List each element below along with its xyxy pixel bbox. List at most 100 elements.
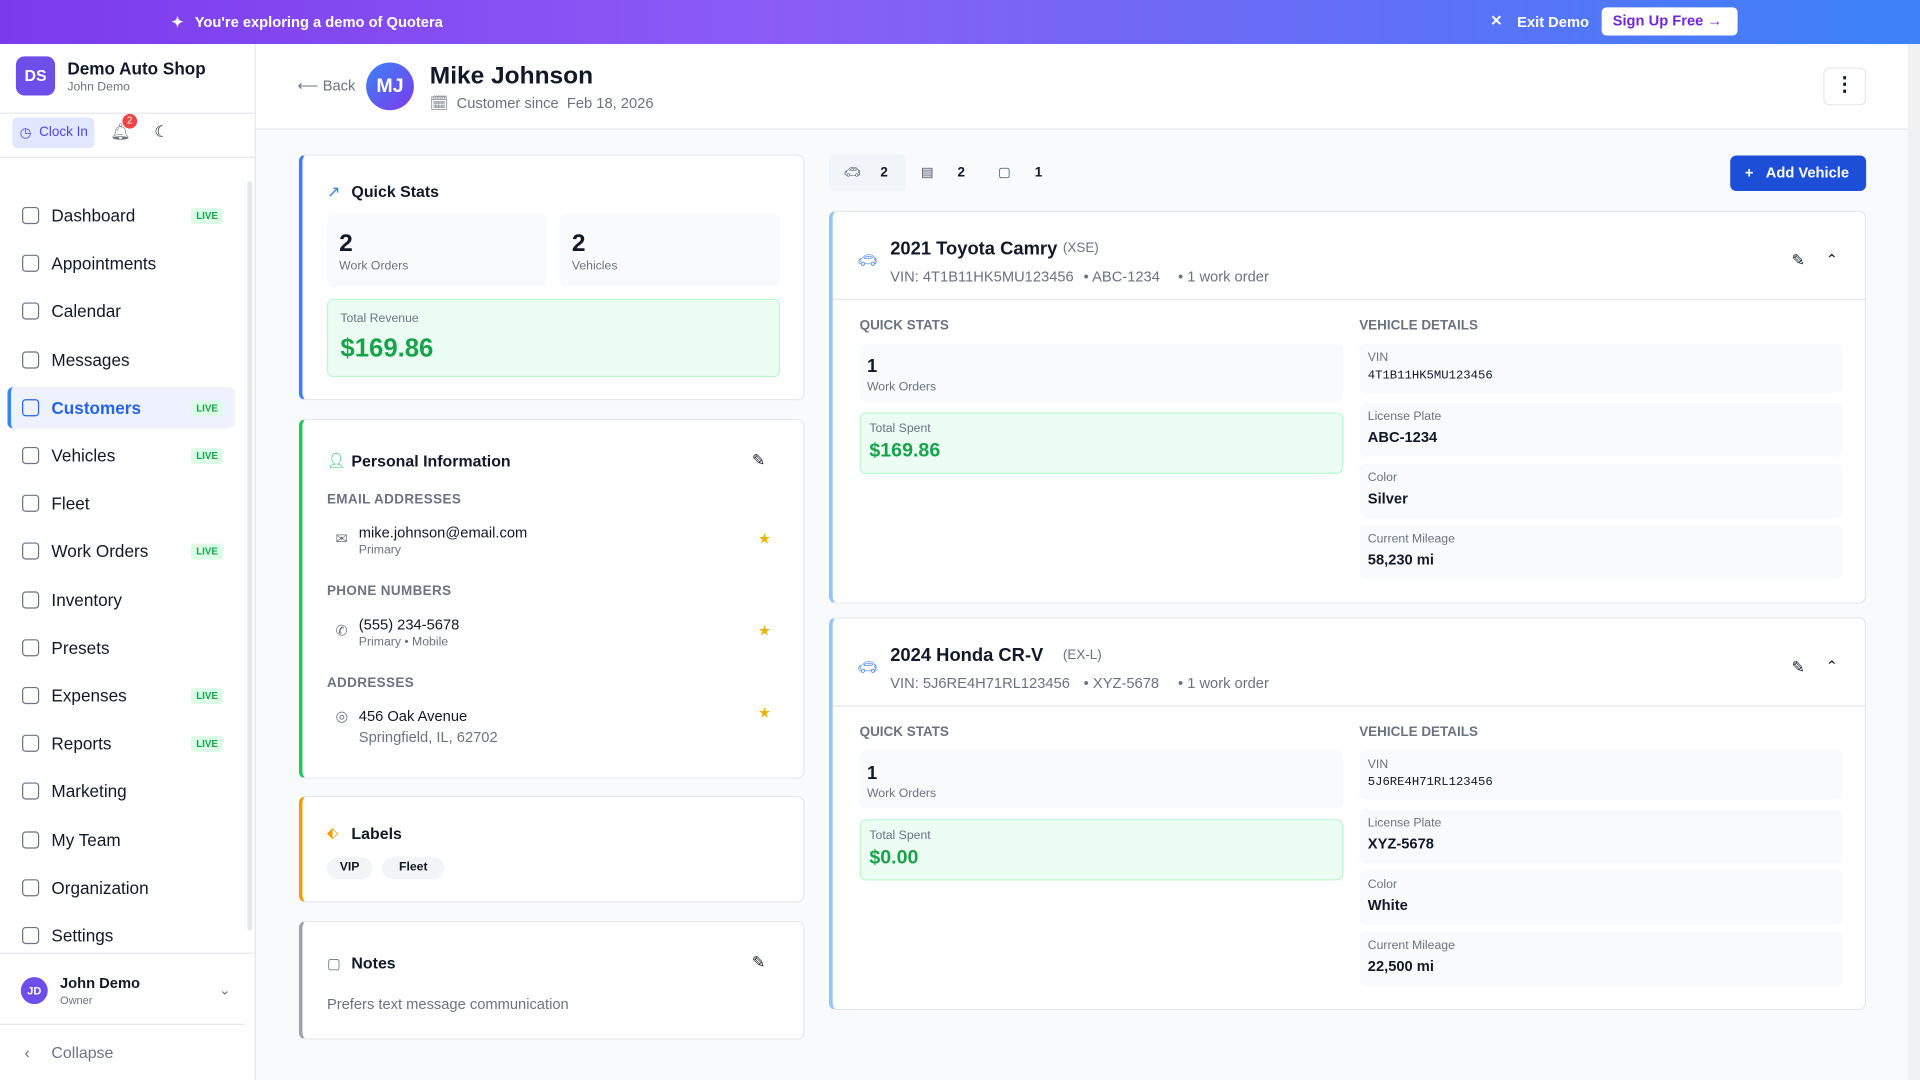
edit-button[interactable]: ✎ xyxy=(1791,251,1805,270)
detail-label: License Plate xyxy=(1367,816,1442,831)
nav-item[interactable]: Calendar xyxy=(7,291,235,333)
nav-icon xyxy=(22,302,40,321)
nav-item[interactable]: Fleet xyxy=(7,483,235,525)
nav-item[interactable]: My Team xyxy=(7,819,235,861)
divider xyxy=(832,705,1867,707)
sign-up-button[interactable]: Sign Up Free → xyxy=(1601,7,1738,36)
stat-label: Work Orders xyxy=(866,380,937,395)
tab-icon: ▢ xyxy=(997,165,1011,181)
back-link[interactable]: ⟵ Back xyxy=(297,77,356,95)
phone: (555) 234-5678 xyxy=(358,615,460,634)
nav-item[interactable]: Inventory xyxy=(7,579,235,621)
shop-avatar: DS xyxy=(15,56,56,96)
nav-item[interactable]: Work Orders LIVE xyxy=(7,531,235,573)
live-badge: LIVE xyxy=(191,688,223,705)
detail-box: VIN 5J6RE4H71RL123456 xyxy=(1359,750,1843,800)
nav-icon xyxy=(22,254,40,273)
label-chip: VIP xyxy=(326,857,373,880)
section-heading: QUICK STATS xyxy=(859,724,949,740)
detail-box: Current Mileage 58,230 mi xyxy=(1359,525,1843,580)
since-date: Feb 18, 2026 xyxy=(566,94,654,112)
spent-label: Total Spent xyxy=(869,422,931,436)
note-icon: ▢ xyxy=(326,955,341,973)
nav-icon xyxy=(22,542,40,561)
collapse-toggle[interactable]: ⌃ xyxy=(1825,251,1839,269)
nav-item[interactable]: Vehicles LIVE xyxy=(7,435,235,477)
more-menu[interactable]: ⋮ xyxy=(1823,67,1867,106)
vehicle-trim: (XSE) xyxy=(1062,241,1099,256)
quick-stats-card: ↗ Quick Stats 2 Work Orders 2 Vehicles T… xyxy=(298,154,805,401)
nav-label: Organization xyxy=(51,877,149,898)
collapse-toggle[interactable]: ⌃ xyxy=(1825,657,1839,675)
detail-value: XYZ-5678 xyxy=(1367,835,1434,853)
live-badge: LIVE xyxy=(191,544,223,561)
scrollbar xyxy=(247,181,253,931)
divider xyxy=(0,952,255,954)
stat-label: Work Orders xyxy=(866,787,937,801)
customer-name: Mike Johnson xyxy=(429,62,594,90)
page-header: ⟵ Back MJ Mike Johnson 🗓︎ Customer since… xyxy=(255,44,1908,130)
spent-box: Total Spent $0.00 xyxy=(859,819,1344,881)
nav-item[interactable]: Settings xyxy=(7,915,235,957)
personal-card: 👤︎ Personal Information ✎ EMAIL ADDRESSE… xyxy=(298,418,805,779)
detail-value: 5J6RE4H71RL123456 xyxy=(1367,776,1493,790)
edit-button[interactable]: ✎ xyxy=(751,952,766,972)
edit-button[interactable]: ✎ xyxy=(751,450,766,469)
spent-label: Total Spent xyxy=(869,828,931,843)
edit-button[interactable]: ✎ xyxy=(1791,657,1805,676)
labels-card: ⬖ Labels VIP Fleet xyxy=(298,795,805,903)
detail-value: Silver xyxy=(1367,489,1408,507)
exit-demo[interactable]: Exit Demo xyxy=(1517,13,1590,31)
clock-icon: ◷ xyxy=(19,126,32,141)
add-vehicle-button[interactable]: + Add Vehicle xyxy=(1730,155,1867,192)
detail-label: Current Mileage xyxy=(1367,939,1455,953)
tab-bar: 🚗︎ 2 ▤ 2 ▢ 1 xyxy=(828,154,1062,192)
section-heading: VEHICLE DETAILS xyxy=(1359,318,1478,334)
collapse-label[interactable]: Collapse xyxy=(51,1043,114,1062)
detail-label: License Plate xyxy=(1367,410,1442,424)
detail-box: Current Mileage 22,500 mi xyxy=(1359,931,1843,986)
trend-icon: ↗ xyxy=(326,182,341,201)
nav-item[interactable]: Reports LIVE xyxy=(7,723,235,765)
live-badge: LIVE xyxy=(191,400,223,417)
nav-item[interactable]: Appointments xyxy=(7,243,235,285)
nav-icon xyxy=(22,638,40,657)
orders-line: • 1 work order xyxy=(1177,674,1269,692)
notes-card: ▢ Notes ✎ Prefers text message communica… xyxy=(298,920,805,1040)
nav-item[interactable]: Expenses LIVE xyxy=(7,675,235,717)
stat-box: 1 Work Orders xyxy=(859,750,1344,809)
profile-role: Owner xyxy=(60,994,93,1007)
nav-item[interactable]: Messages xyxy=(7,339,235,381)
address-line: Springfield, IL, 62702 xyxy=(358,728,498,746)
nav-item[interactable]: Presets xyxy=(7,627,235,669)
profile-name: John Demo xyxy=(60,974,141,992)
collapse-icon[interactable]: ‹ xyxy=(24,1043,30,1062)
tab[interactable]: ▤ 2 xyxy=(906,154,983,191)
divider xyxy=(832,298,1867,301)
detail-box: License Plate ABC-1234 xyxy=(1359,402,1843,457)
nav-item[interactable]: Organization xyxy=(7,867,235,909)
detail-value: 22,500 mi xyxy=(1367,957,1434,975)
tab[interactable]: ▢ 1 xyxy=(983,154,1060,191)
nav-icon xyxy=(22,206,40,225)
clock-in-button[interactable]: Clock In xyxy=(12,117,95,149)
detail-label: VIN xyxy=(1367,351,1389,365)
detail-value: 58,230 mi xyxy=(1367,551,1434,569)
page-scrollbar xyxy=(1907,44,1920,1080)
detail-label: Color xyxy=(1367,877,1398,892)
stat-box: 2 Vehicles xyxy=(559,214,781,287)
pin-icon: ◎ xyxy=(335,707,349,725)
demo-banner: ✦ You're exploring a demo of Quotera ✕ E… xyxy=(0,0,1920,45)
nav-item[interactable]: Marketing xyxy=(7,771,235,813)
note-text: Prefers text message communication xyxy=(326,995,569,1013)
nav-item[interactable]: Dashboard LIVE xyxy=(7,195,235,237)
nav-item[interactable]: Customers LIVE xyxy=(7,386,236,429)
close-icon[interactable]: ✕ xyxy=(1490,12,1503,30)
tab[interactable]: 🚗︎ 2 xyxy=(828,154,907,192)
theme-toggle[interactable]: ☾ xyxy=(154,122,169,141)
chevron-down[interactable]: ⌄ xyxy=(219,983,231,998)
star: ★ xyxy=(757,530,772,548)
detail-label: VIN xyxy=(1367,757,1389,772)
sign-up-label: Sign Up Free xyxy=(1612,12,1704,30)
nav-label: My Team xyxy=(51,829,121,850)
